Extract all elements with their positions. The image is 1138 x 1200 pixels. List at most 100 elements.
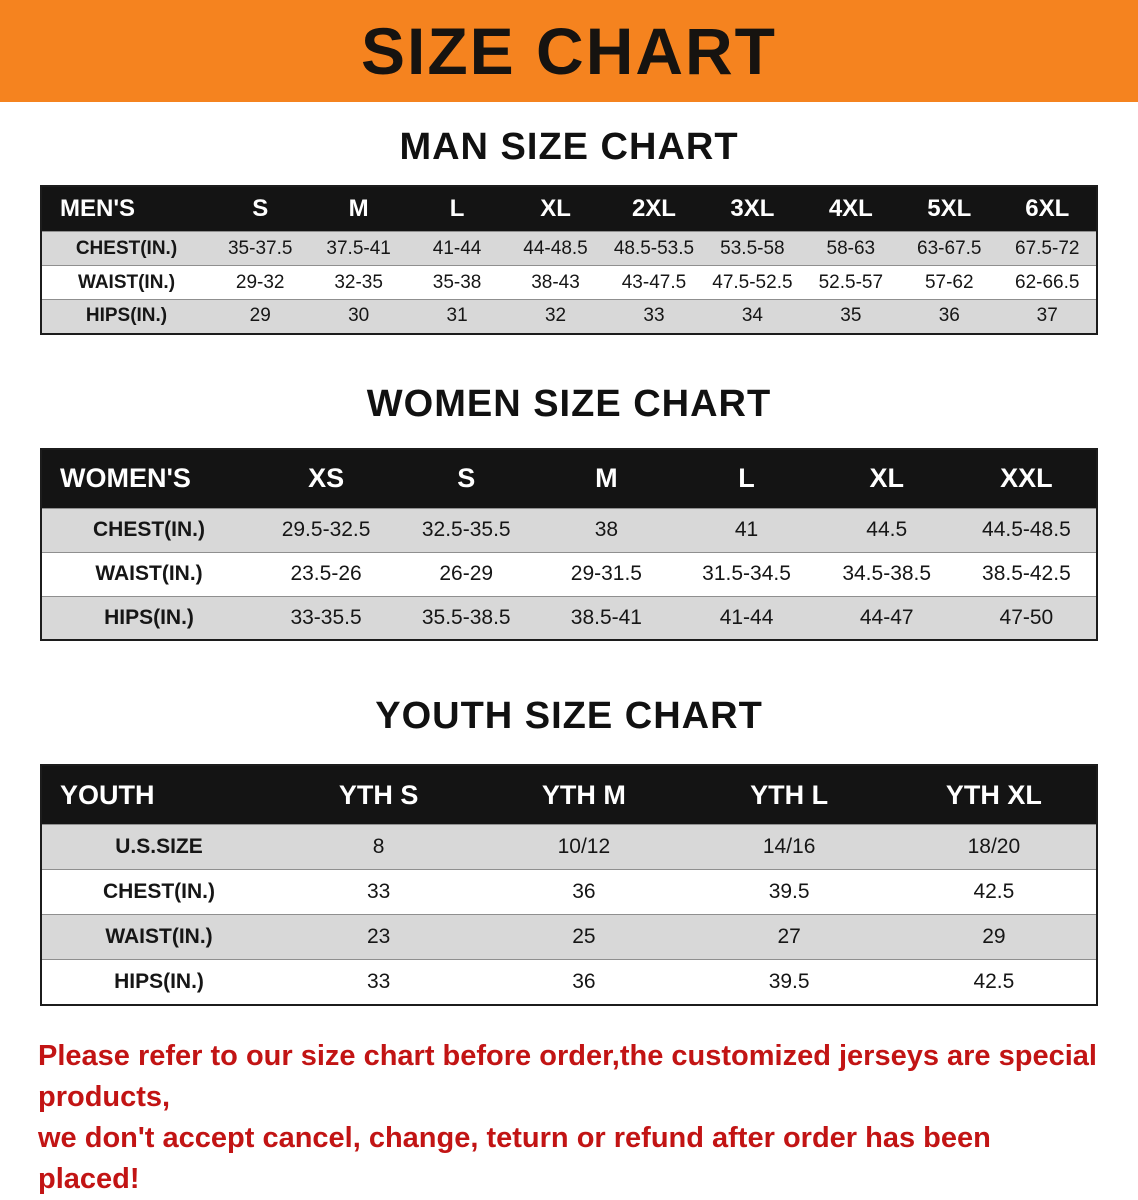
size-value-cell: 35 [802, 300, 900, 334]
size-value-cell: 35.5-38.5 [396, 596, 536, 640]
row-label: U.S.SIZE [41, 825, 276, 870]
size-value-cell: 42.5 [892, 960, 1097, 1005]
size-value-cell: 32 [506, 300, 604, 334]
size-column-header: XS [256, 449, 396, 509]
size-value-cell: 41 [676, 508, 816, 552]
row-label: CHEST(IN.) [41, 508, 256, 552]
order-policy-note: Please refer to our size chart before or… [38, 1036, 1100, 1200]
size-value-cell: 36 [481, 960, 686, 1005]
size-value-cell: 25 [481, 915, 686, 960]
size-value-cell: 47.5-52.5 [703, 266, 801, 300]
size-value-cell: 42.5 [892, 870, 1097, 915]
size-value-cell: 41-44 [676, 596, 816, 640]
size-value-cell: 44-47 [817, 596, 957, 640]
size-value-cell: 48.5-53.5 [605, 232, 703, 266]
size-value-cell: 44-48.5 [506, 232, 604, 266]
size-value-cell: 62-66.5 [999, 266, 1098, 300]
size-value-cell: 53.5-58 [703, 232, 801, 266]
row-label: CHEST(IN.) [41, 232, 211, 266]
size-column-header: 4XL [802, 186, 900, 232]
size-value-cell: 41-44 [408, 232, 506, 266]
size-column-header: 5XL [900, 186, 998, 232]
order-policy-note-line2: we don't accept cancel, change, teturn o… [38, 1118, 1100, 1200]
size-value-cell: 44.5-48.5 [957, 508, 1097, 552]
size-value-cell: 37 [999, 300, 1098, 334]
size-value-cell: 31.5-34.5 [676, 552, 816, 596]
size-value-cell: 38.5-41 [536, 596, 676, 640]
size-column-header: YTH XL [892, 765, 1097, 825]
size-column-header: 3XL [703, 186, 801, 232]
size-value-cell: 52.5-57 [802, 266, 900, 300]
women-section-heading: WOMEN SIZE CHART [0, 383, 1138, 426]
size-column-header: L [408, 186, 506, 232]
size-value-cell: 67.5-72 [999, 232, 1098, 266]
size-value-cell: 57-62 [900, 266, 998, 300]
size-column-header: M [536, 449, 676, 509]
size-value-cell: 33-35.5 [256, 596, 396, 640]
size-value-cell: 38 [536, 508, 676, 552]
row-label: WAIST(IN.) [41, 552, 256, 596]
table-category-header: YOUTH [41, 765, 276, 825]
size-value-cell: 23 [276, 915, 481, 960]
size-value-cell: 37.5-41 [309, 232, 407, 266]
size-column-header: 2XL [605, 186, 703, 232]
size-value-cell: 18/20 [892, 825, 1097, 870]
size-value-cell: 30 [309, 300, 407, 334]
size-value-cell: 35-37.5 [211, 232, 309, 266]
row-label: HIPS(IN.) [41, 596, 256, 640]
size-value-cell: 43-47.5 [605, 266, 703, 300]
size-column-header: M [309, 186, 407, 232]
size-column-header: YTH S [276, 765, 481, 825]
table-category-header: WOMEN'S [41, 449, 256, 509]
size-value-cell: 39.5 [687, 960, 892, 1005]
size-value-cell: 23.5-26 [256, 552, 396, 596]
size-value-cell: 14/16 [687, 825, 892, 870]
row-label: HIPS(IN.) [41, 960, 276, 1005]
banner: SIZE CHART [0, 0, 1138, 102]
size-column-header: S [396, 449, 536, 509]
size-column-header: YTH M [481, 765, 686, 825]
size-value-cell: 38.5-42.5 [957, 552, 1097, 596]
page-title: SIZE CHART [361, 13, 777, 89]
size-value-cell: 39.5 [687, 870, 892, 915]
size-value-cell: 32.5-35.5 [396, 508, 536, 552]
size-value-cell: 34.5-38.5 [817, 552, 957, 596]
table-category-header: MEN'S [41, 186, 211, 232]
size-value-cell: 38-43 [506, 266, 604, 300]
size-value-cell: 58-63 [802, 232, 900, 266]
size-value-cell: 34 [703, 300, 801, 334]
size-value-cell: 44.5 [817, 508, 957, 552]
size-value-cell: 33 [276, 960, 481, 1005]
men-section-heading: MAN SIZE CHART [0, 126, 1138, 169]
size-column-header: XL [506, 186, 604, 232]
youth-section-heading: YOUTH SIZE CHART [0, 695, 1138, 738]
size-value-cell: 10/12 [481, 825, 686, 870]
size-value-cell: 33 [276, 870, 481, 915]
size-column-header: XXL [957, 449, 1097, 509]
row-label: WAIST(IN.) [41, 915, 276, 960]
size-value-cell: 63-67.5 [900, 232, 998, 266]
size-value-cell: 32-35 [309, 266, 407, 300]
size-value-cell: 29 [211, 300, 309, 334]
size-value-cell: 36 [481, 870, 686, 915]
size-column-header: XL [817, 449, 957, 509]
size-column-header: YTH L [687, 765, 892, 825]
size-value-cell: 29.5-32.5 [256, 508, 396, 552]
